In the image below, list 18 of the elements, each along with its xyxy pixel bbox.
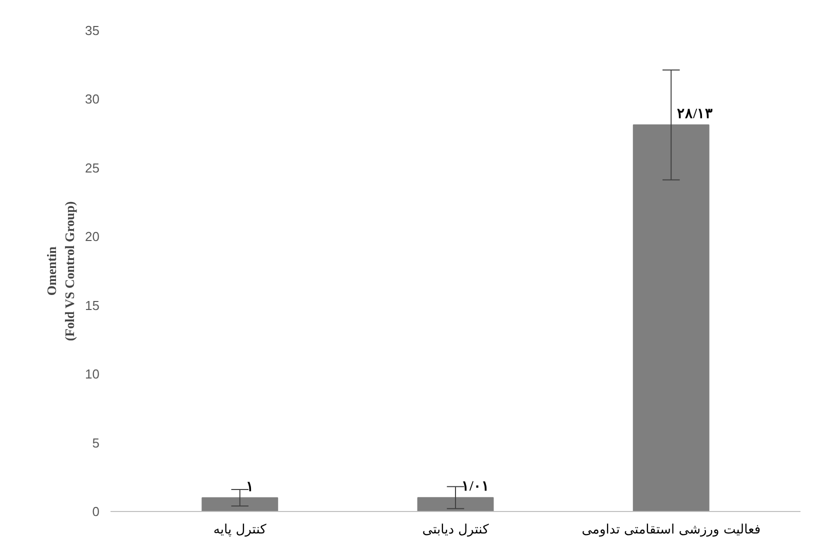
y-tick-label: 15 — [85, 298, 100, 313]
bar — [632, 124, 710, 512]
y-axis-title: Omentin (Fold VS Control Group) — [44, 201, 78, 342]
data-label: ۲۸/۱۳ — [677, 106, 714, 122]
y-tick-label: 5 — [92, 435, 100, 450]
y-tick-label: 0 — [92, 504, 100, 519]
x-tick-label: کنترل پایه — [213, 522, 268, 538]
y-tick-label: 20 — [85, 229, 100, 244]
y-tick-label: 10 — [85, 366, 100, 382]
x-tick-label: فعالیت ورزشی استقامتی تداومی — [582, 522, 761, 538]
data-label: ۱/۰۱ — [462, 480, 490, 495]
x-tick-label: کنترل دیابتی — [422, 522, 490, 538]
data-label: ۱ — [246, 480, 254, 495]
y-tick-label: 35 — [85, 23, 100, 38]
bar — [417, 497, 494, 512]
bar — [202, 497, 278, 512]
y-tick-label: 30 — [85, 92, 100, 107]
y-tick-label: 25 — [85, 160, 100, 176]
